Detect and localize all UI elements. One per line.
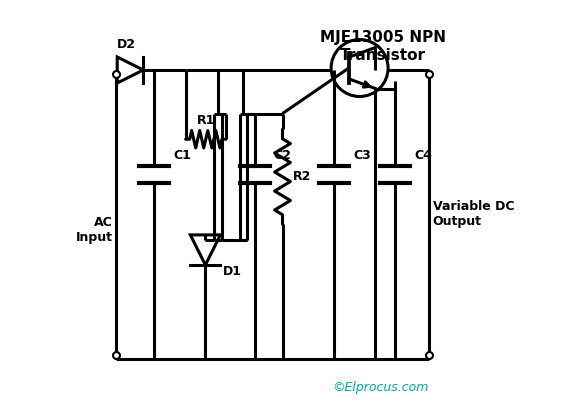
Text: C2: C2: [274, 149, 292, 162]
Text: C3: C3: [353, 149, 371, 162]
Text: C1: C1: [173, 149, 191, 162]
Text: C4: C4: [414, 149, 432, 162]
Text: D2: D2: [117, 38, 136, 51]
Text: D1: D1: [223, 265, 241, 278]
Text: MJE13005 NPN
Transistor: MJE13005 NPN Transistor: [320, 30, 446, 63]
Text: R2: R2: [292, 170, 311, 183]
Text: Variable DC
Output: Variable DC Output: [433, 200, 514, 228]
Text: ©Elprocus.com: ©Elprocus.com: [332, 381, 429, 394]
Text: R1: R1: [197, 114, 215, 128]
Text: AC
Input: AC Input: [76, 216, 112, 244]
